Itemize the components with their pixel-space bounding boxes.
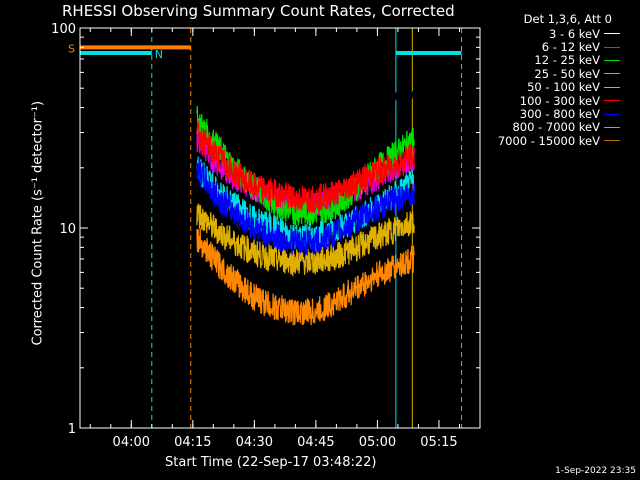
series-line-4 bbox=[196, 203, 415, 277]
series-line-0 bbox=[196, 85, 415, 112]
legend-label: 800 - 7000 keV bbox=[512, 120, 600, 135]
legend-swatch bbox=[604, 86, 620, 88]
y-axis-label: Corrected Count Rate (s⁻¹ detector⁻¹) bbox=[30, 100, 46, 346]
x-tick-label-2: 04:30 bbox=[236, 435, 273, 450]
legend-item-4: 50 - 100 keV bbox=[486, 80, 620, 95]
legend-swatch bbox=[604, 140, 620, 142]
x-tick-label-3: 04:45 bbox=[297, 435, 334, 450]
legend-label: 6 - 12 keV bbox=[541, 40, 600, 55]
x-axis-label: Start Time (22-Sep-17 03:48:22) bbox=[165, 455, 377, 470]
series-group bbox=[196, 85, 415, 326]
flag-label-0: S bbox=[68, 42, 75, 55]
x-tick-label-4: 05:00 bbox=[359, 435, 396, 450]
series-line-5 bbox=[196, 120, 415, 213]
legend-label: 7000 - 15000 keV bbox=[497, 133, 600, 148]
legend-label: 50 - 100 keV bbox=[527, 80, 600, 95]
legend-item-8: 7000 - 15000 keV bbox=[486, 133, 620, 148]
legend-item-2: 12 - 25 keV bbox=[486, 53, 620, 68]
legend-swatch bbox=[604, 33, 620, 35]
axes: 1 10 100 04:00 04:15 04:30 04:45 05:00 05:15 bbox=[51, 22, 481, 450]
legend-swatch bbox=[604, 46, 620, 48]
legend-label: 300 - 800 keV bbox=[519, 107, 600, 122]
x-tick-label-1: 04:15 bbox=[174, 435, 211, 450]
legend-item-1: 6 - 12 keV bbox=[486, 40, 620, 55]
legend-item-7: 800 - 7000 keV bbox=[486, 120, 620, 135]
legend-label: 25 - 50 keV bbox=[534, 66, 600, 81]
legend-swatch bbox=[604, 73, 620, 75]
legend-item-3: 25 - 50 keV bbox=[486, 66, 620, 81]
y-tick-label-0: 1 bbox=[68, 422, 76, 437]
legend-swatch bbox=[604, 100, 620, 102]
legend-label: 3 - 6 keV bbox=[549, 26, 600, 41]
series-line-7 bbox=[196, 227, 415, 326]
flag-label-1: N bbox=[155, 48, 163, 61]
legend-item-5: 100 - 300 keV bbox=[486, 93, 620, 108]
legend-swatch bbox=[604, 113, 620, 115]
x-tick-label-0: 04:00 bbox=[113, 435, 150, 450]
x-tick-label-5: 05:15 bbox=[420, 435, 457, 450]
legend-swatch bbox=[604, 59, 620, 61]
chart-title: RHESSI Observing Summary Count Rates, Co… bbox=[62, 2, 455, 20]
footer-timestamp: 1-Sep-2022 23:35 bbox=[555, 466, 636, 476]
legend-rows: 3 - 6 keV 6 - 12 keV 12 - 25 keV 25 - 50 ke… bbox=[486, 27, 620, 148]
y-tick-label-2: 100 bbox=[51, 22, 76, 37]
legend-item-0: 3 - 6 keV bbox=[486, 26, 620, 41]
legend: Det 1,3,6, Att 0 3 - 6 keV 6 - 12 keV 12 -… bbox=[486, 12, 620, 148]
legend-label: 100 - 300 keV bbox=[519, 93, 600, 108]
legend-item-6: 300 - 800 keV bbox=[486, 107, 620, 122]
legend-swatch bbox=[604, 126, 620, 128]
legend-header: Det 1,3,6, Att 0 bbox=[523, 12, 612, 26]
legend-label: 12 - 25 keV bbox=[534, 53, 600, 68]
y-tick-label-1: 10 bbox=[59, 222, 76, 237]
series-line-6 bbox=[196, 157, 415, 256]
